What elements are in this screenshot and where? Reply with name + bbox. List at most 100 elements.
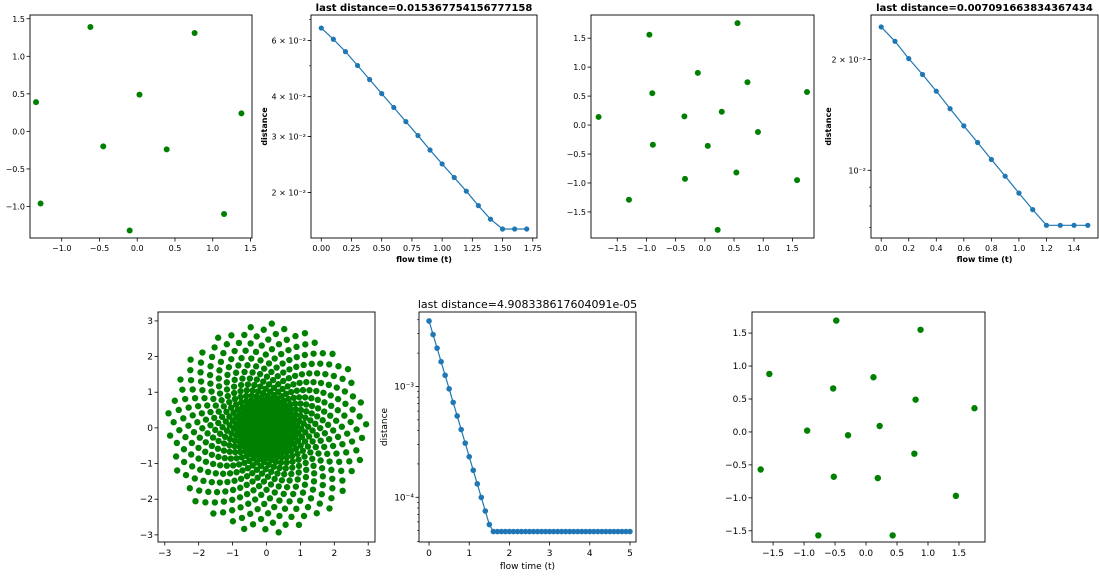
data-point xyxy=(231,376,238,384)
data-point xyxy=(586,528,593,535)
data-point xyxy=(274,470,281,477)
data-point xyxy=(210,510,217,517)
data-point xyxy=(310,470,318,477)
data-point xyxy=(302,429,309,436)
data-point xyxy=(285,346,292,354)
data-point xyxy=(280,369,287,376)
data-point xyxy=(226,422,233,429)
data-point xyxy=(391,104,397,111)
data-point xyxy=(204,402,211,409)
data-point xyxy=(248,392,255,399)
data-point xyxy=(353,447,360,454)
data-point xyxy=(294,476,301,483)
data-point xyxy=(268,468,275,475)
data-point xyxy=(439,161,445,167)
y-tick-label: 10⁻³ xyxy=(394,382,414,392)
x-tick-label: 1.00 xyxy=(433,244,451,253)
data-point xyxy=(325,381,332,389)
chart-title: last distance=0.007091663834367434 xyxy=(876,3,1093,14)
data-point xyxy=(227,455,235,462)
data-point xyxy=(287,400,294,408)
data-point xyxy=(329,442,337,450)
data-point xyxy=(226,413,233,420)
y-tick-label: 3 × 10⁻² xyxy=(272,132,307,141)
data-point xyxy=(603,528,609,535)
data-point xyxy=(334,433,342,441)
data-point xyxy=(301,394,309,401)
data-point xyxy=(283,336,291,344)
data-point xyxy=(526,528,533,535)
y-tick-label: 0.5 xyxy=(733,395,747,405)
y-tick-label: 1.0 xyxy=(573,63,586,72)
data-point xyxy=(339,487,346,495)
data-point xyxy=(349,406,356,413)
data-point xyxy=(293,387,301,394)
data-point xyxy=(295,462,303,470)
data-point xyxy=(243,387,250,394)
data-point xyxy=(379,91,385,97)
data-point xyxy=(301,438,309,445)
data-point xyxy=(247,510,254,518)
data-point xyxy=(611,528,617,535)
data-point xyxy=(271,355,278,362)
data-point xyxy=(524,226,530,232)
data-point xyxy=(293,353,300,361)
data-point xyxy=(237,484,244,491)
data-point xyxy=(191,475,199,482)
data-point xyxy=(615,528,621,535)
data-point xyxy=(179,386,186,393)
data-point xyxy=(280,377,287,385)
data-point xyxy=(187,376,195,384)
data-point xyxy=(348,379,355,387)
data-point xyxy=(794,177,801,184)
data-point xyxy=(704,142,711,149)
data-point xyxy=(266,495,274,502)
data-point xyxy=(187,366,194,374)
data-point xyxy=(195,455,202,462)
data-point xyxy=(344,365,352,373)
data-point xyxy=(308,395,315,402)
data-point xyxy=(233,469,240,476)
data-point xyxy=(238,454,246,461)
data-point xyxy=(237,381,245,389)
data-point xyxy=(236,494,244,501)
data-point xyxy=(282,390,290,398)
data-point xyxy=(257,357,264,364)
data-point xyxy=(324,450,331,458)
data-point xyxy=(339,477,346,484)
x-tick-label: 0.0 xyxy=(698,244,711,253)
data-point xyxy=(260,365,268,372)
data-point xyxy=(301,481,309,488)
data-point xyxy=(197,359,205,366)
data-point xyxy=(307,417,314,424)
data-point xyxy=(228,355,235,363)
data-point xyxy=(499,226,506,232)
data-point xyxy=(191,394,199,402)
data-point xyxy=(318,464,326,472)
data-point xyxy=(126,227,133,234)
data-point xyxy=(215,408,222,415)
data-point xyxy=(249,387,256,394)
y-axis-label: distance xyxy=(380,407,390,446)
data-point xyxy=(342,49,349,55)
data-point xyxy=(211,414,218,422)
data-point xyxy=(238,354,245,362)
x-tick-label: 4 xyxy=(587,549,593,559)
data-point xyxy=(226,398,233,406)
data-point xyxy=(221,433,229,440)
data-point xyxy=(191,30,198,37)
data-point xyxy=(324,421,332,429)
data-point xyxy=(530,528,537,535)
data-point xyxy=(235,461,243,468)
data-point xyxy=(415,132,421,139)
data-point xyxy=(196,434,203,441)
data-point xyxy=(302,401,310,408)
series-p4 xyxy=(878,24,1091,228)
data-point xyxy=(286,498,293,505)
data-point xyxy=(348,467,355,475)
y-tick-label: −1 xyxy=(140,460,153,470)
data-point xyxy=(306,370,313,377)
data-point xyxy=(297,406,305,414)
data-point xyxy=(208,388,215,395)
